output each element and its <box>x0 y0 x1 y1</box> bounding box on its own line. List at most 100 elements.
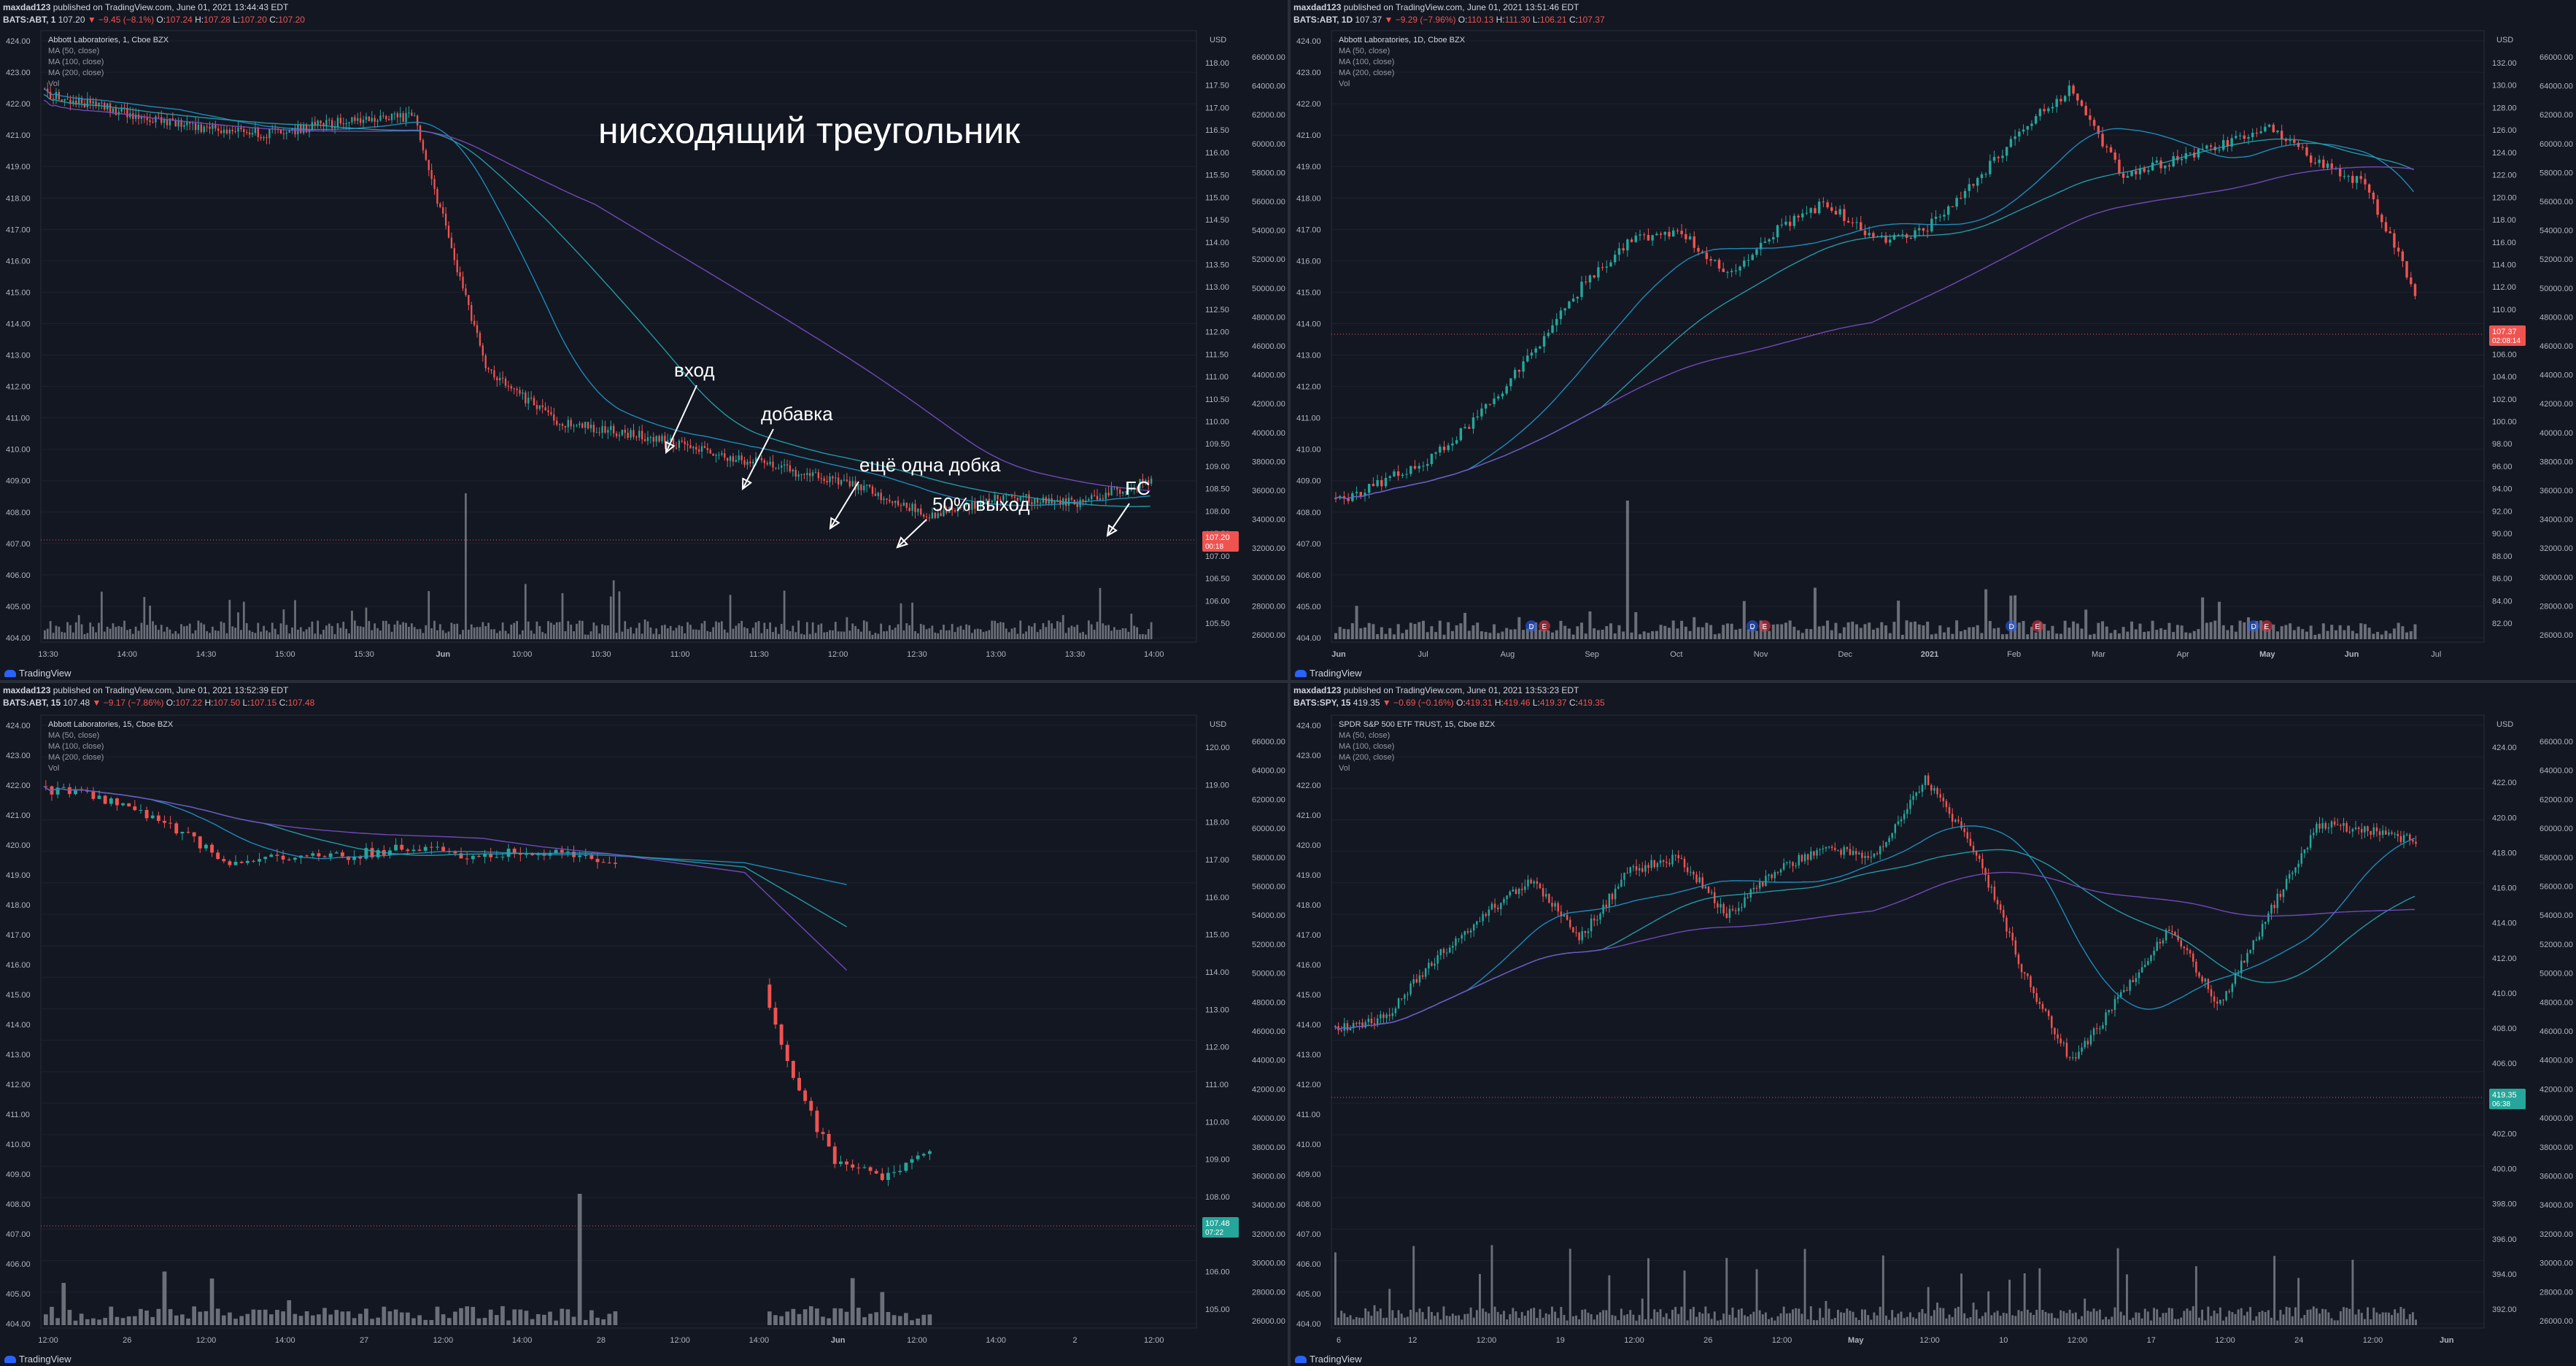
left-axis-tick: 421.00 <box>1296 131 1321 140</box>
volume-bar <box>2084 1298 2086 1325</box>
volume-bar <box>465 493 467 639</box>
author-name[interactable]: maxdad123 <box>3 2 51 12</box>
volume-bar <box>943 625 945 639</box>
candle-body <box>525 854 528 855</box>
chart-panel-spy-15m[interactable]: 424.00 423.00 422.00 421.00 420.00 419.00 418.… <box>1291 683 2576 1366</box>
author-name[interactable]: maxdad123 <box>3 685 51 695</box>
volume-bar <box>530 1319 535 1325</box>
volume-bar <box>2153 1308 2156 1325</box>
candle-body <box>433 179 436 189</box>
candle-body <box>2367 184 2371 193</box>
candle-body <box>1830 846 1833 849</box>
volume-bar <box>1602 1310 1605 1325</box>
candle-body <box>1710 892 1713 893</box>
candle-body <box>405 112 407 123</box>
chart-panel-abt-15m[interactable]: 424.00 423.00 422.00 421.00 420.00 419.00 418.… <box>0 683 1288 1366</box>
candle-body <box>2055 99 2058 107</box>
candle-body <box>258 859 262 862</box>
price-axis-tick: 116.00 <box>1205 149 1229 158</box>
tradingview-footer[interactable]: TradingView <box>1295 668 1362 679</box>
volume-bar <box>1771 624 1775 639</box>
volume-bar <box>589 1310 594 1325</box>
volume-bar <box>821 1316 825 1325</box>
volume-bar <box>501 622 504 639</box>
candle-body <box>848 481 851 487</box>
volume-axis-tick: 62000.00 <box>1252 111 1285 120</box>
candle-body <box>700 446 703 452</box>
left-axis-tick: 423.00 <box>6 752 31 760</box>
volume-bar <box>1957 1306 1960 1325</box>
tradingview-footer[interactable]: TradingView <box>4 1354 71 1365</box>
candle-body <box>251 860 255 862</box>
volume-bar <box>2116 1248 2119 1325</box>
candle-body <box>2305 147 2308 156</box>
volume-bar <box>2117 633 2121 639</box>
volume-bar <box>209 633 211 639</box>
volume-bar <box>832 1308 838 1325</box>
candle-body <box>490 369 492 371</box>
volume-bar <box>1662 1316 1665 1325</box>
author-name[interactable]: maxdad123 <box>1293 2 1342 12</box>
candle-body <box>820 478 822 479</box>
left-axis-tick: 406.00 <box>1296 571 1321 580</box>
left-axis-tick: 417.00 <box>6 931 31 940</box>
chart-panel-abt-1d[interactable]: 424.00 423.00 422.00 421.00 419.00 418.00 417.… <box>1291 0 2576 680</box>
volume-axis-tick: 42000.00 <box>1252 1085 1285 1094</box>
tradingview-footer[interactable]: TradingView <box>4 668 71 679</box>
volume-bar <box>908 625 911 639</box>
candle-body <box>2343 176 2346 177</box>
candle-body <box>1614 888 1617 900</box>
candle-body <box>1888 838 1890 843</box>
volume-bar <box>1806 1319 1809 1325</box>
volume-bar <box>1879 1306 1881 1325</box>
candle-body <box>2359 176 2362 180</box>
volume-bar <box>917 633 919 639</box>
volume-bar <box>2279 1310 2282 1325</box>
candle-body <box>1864 856 1866 858</box>
volume-bar <box>430 628 433 639</box>
ohlc-value: H: <box>195 15 204 25</box>
candle-body <box>1693 236 1695 248</box>
candle-body <box>2155 161 2159 163</box>
volume-bar <box>757 621 760 639</box>
candle-body <box>2279 893 2282 898</box>
volume-bar <box>2267 1310 2270 1325</box>
volume-bar <box>1722 1313 1725 1325</box>
candle-body <box>1659 860 1662 863</box>
candle-body <box>274 128 276 129</box>
candle-body <box>80 98 83 104</box>
candle-body <box>1569 919 1571 927</box>
volume-bar <box>359 626 362 639</box>
candle-body <box>541 405 544 408</box>
volume-bar <box>2272 624 2275 639</box>
volume-bar <box>2009 595 2013 639</box>
ma-200-line <box>43 786 848 971</box>
candle-body <box>163 119 166 123</box>
price-axis-tick: 109.00 <box>1205 463 1230 471</box>
author-name[interactable]: maxdad123 <box>1293 685 1342 695</box>
volume-bar <box>387 624 390 639</box>
candle-body <box>390 113 393 120</box>
candle-body <box>1417 466 1420 469</box>
volume-bar <box>1002 622 1005 639</box>
volume-bar <box>268 1314 274 1325</box>
candle-body <box>686 444 689 446</box>
volume-bar <box>311 621 314 639</box>
volume-bar <box>2213 620 2217 639</box>
candle-body <box>2102 1024 2104 1029</box>
time-axis-tick: 24 <box>2294 1336 2303 1345</box>
candle-body <box>618 435 621 436</box>
volume-bar <box>738 623 740 639</box>
volume-bar <box>1836 1310 1839 1325</box>
candle-body <box>2354 827 2357 830</box>
chart-panel-abt-1m[interactable]: 424.00 423.00 422.00 421.00 419.00 418.00 417.… <box>0 0 1288 680</box>
tradingview-footer[interactable]: TradingView <box>1295 1354 1362 1365</box>
candle-body <box>1705 252 1709 259</box>
publish-info: published on TradingView.com, June 01, 2… <box>1341 685 1579 695</box>
volume-bar <box>97 1319 101 1325</box>
volume-bar <box>212 626 214 639</box>
candle-body <box>374 117 376 122</box>
candle-body <box>2174 932 2176 935</box>
volume-bar <box>1948 1314 1951 1325</box>
volume-bar <box>1809 1306 1812 1325</box>
